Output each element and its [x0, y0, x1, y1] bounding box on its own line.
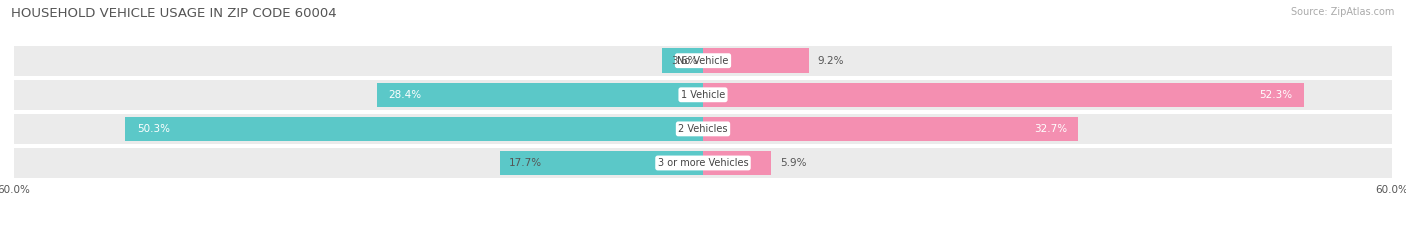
Text: 28.4%: 28.4% — [388, 90, 422, 100]
Text: No Vehicle: No Vehicle — [678, 56, 728, 66]
Text: HOUSEHOLD VEHICLE USAGE IN ZIP CODE 60004: HOUSEHOLD VEHICLE USAGE IN ZIP CODE 6000… — [11, 7, 337, 20]
Text: 32.7%: 32.7% — [1033, 124, 1067, 134]
Text: 50.3%: 50.3% — [136, 124, 170, 134]
Bar — [14, 114, 1392, 144]
Bar — [703, 48, 808, 73]
Text: Source: ZipAtlas.com: Source: ZipAtlas.com — [1291, 7, 1395, 17]
Text: 9.2%: 9.2% — [818, 56, 845, 66]
Bar — [377, 82, 703, 107]
Text: 2 Vehicles: 2 Vehicles — [678, 124, 728, 134]
Text: 3.6%: 3.6% — [671, 56, 697, 66]
Text: 5.9%: 5.9% — [780, 158, 807, 168]
Bar — [125, 116, 703, 141]
Bar — [662, 48, 703, 73]
Bar — [14, 80, 1392, 110]
Bar — [14, 148, 1392, 178]
Bar — [14, 46, 1392, 76]
Bar — [703, 82, 1303, 107]
Text: 17.7%: 17.7% — [509, 158, 543, 168]
Bar — [703, 151, 770, 175]
Text: 1 Vehicle: 1 Vehicle — [681, 90, 725, 100]
Bar — [499, 151, 703, 175]
Text: 3 or more Vehicles: 3 or more Vehicles — [658, 158, 748, 168]
Bar — [703, 116, 1078, 141]
Text: 52.3%: 52.3% — [1258, 90, 1292, 100]
